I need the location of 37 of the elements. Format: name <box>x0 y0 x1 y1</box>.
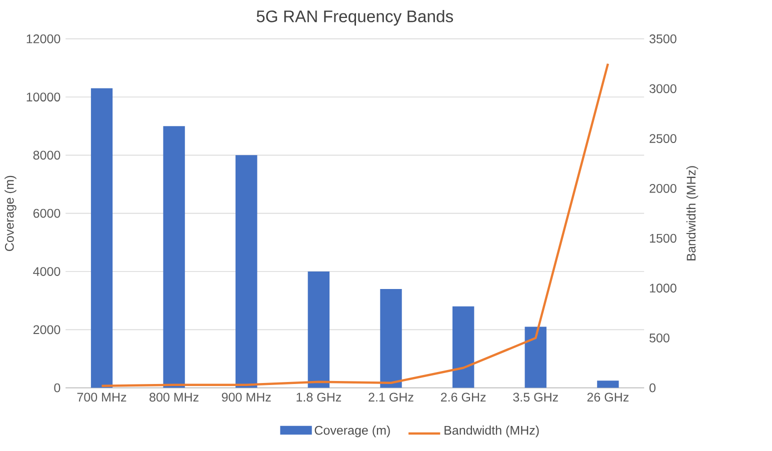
y2-tick-label: 2000 <box>650 184 676 193</box>
line-series <box>100 62 610 387</box>
bar <box>380 288 402 388</box>
bar <box>90 88 113 388</box>
y-tick-label: 0 <box>54 383 60 392</box>
x-tick-label: 26 GHz <box>587 392 629 402</box>
y2-axis-title: Bandwidth (MHz) <box>686 166 698 260</box>
bar <box>524 326 546 388</box>
y2-tick-label: 1000 <box>650 284 676 292</box>
bar <box>452 306 474 388</box>
y2-tick-label: 0 <box>650 383 656 392</box>
legend-label: Bandwidth (MHz) <box>444 425 539 438</box>
y2-tick-label: 1500 <box>650 234 676 243</box>
chart-title: 5G RAN Frequency Bands <box>256 10 454 26</box>
y-tick-label: 8000 <box>33 150 60 160</box>
x-tick-label: 1.8 GHz <box>296 392 341 402</box>
x-tick-label: 2.6 GHz <box>440 392 486 402</box>
y-axis-title: Coverage (m) <box>4 176 16 251</box>
y2-tick-label: 3000 <box>650 84 676 94</box>
x-tick-label: 3.5 GHz <box>513 392 558 402</box>
x-tick-label: 700 MHz <box>77 392 126 402</box>
bar <box>308 271 330 388</box>
y2-tick-label: 3500 <box>650 34 676 44</box>
bar <box>163 126 185 388</box>
x-tick-label: 900 MHz <box>222 392 271 402</box>
y-tick-label: 10000 <box>26 92 60 102</box>
bar <box>236 155 258 388</box>
y-tick-label: 6000 <box>33 208 60 218</box>
y-tick-label: 12000 <box>26 34 60 44</box>
y-tick-label: 2000 <box>33 325 60 334</box>
x-tick-label: 800 MHz <box>150 392 198 402</box>
y2-tick-label: 2500 <box>650 134 676 143</box>
y2-tick-label: 500 <box>650 333 670 342</box>
x-tick-label: 2.1 GHz <box>368 392 414 402</box>
bar <box>597 380 619 388</box>
y-tick-label: 4000 <box>33 266 60 276</box>
legend-label: Coverage (m) <box>314 425 390 438</box>
